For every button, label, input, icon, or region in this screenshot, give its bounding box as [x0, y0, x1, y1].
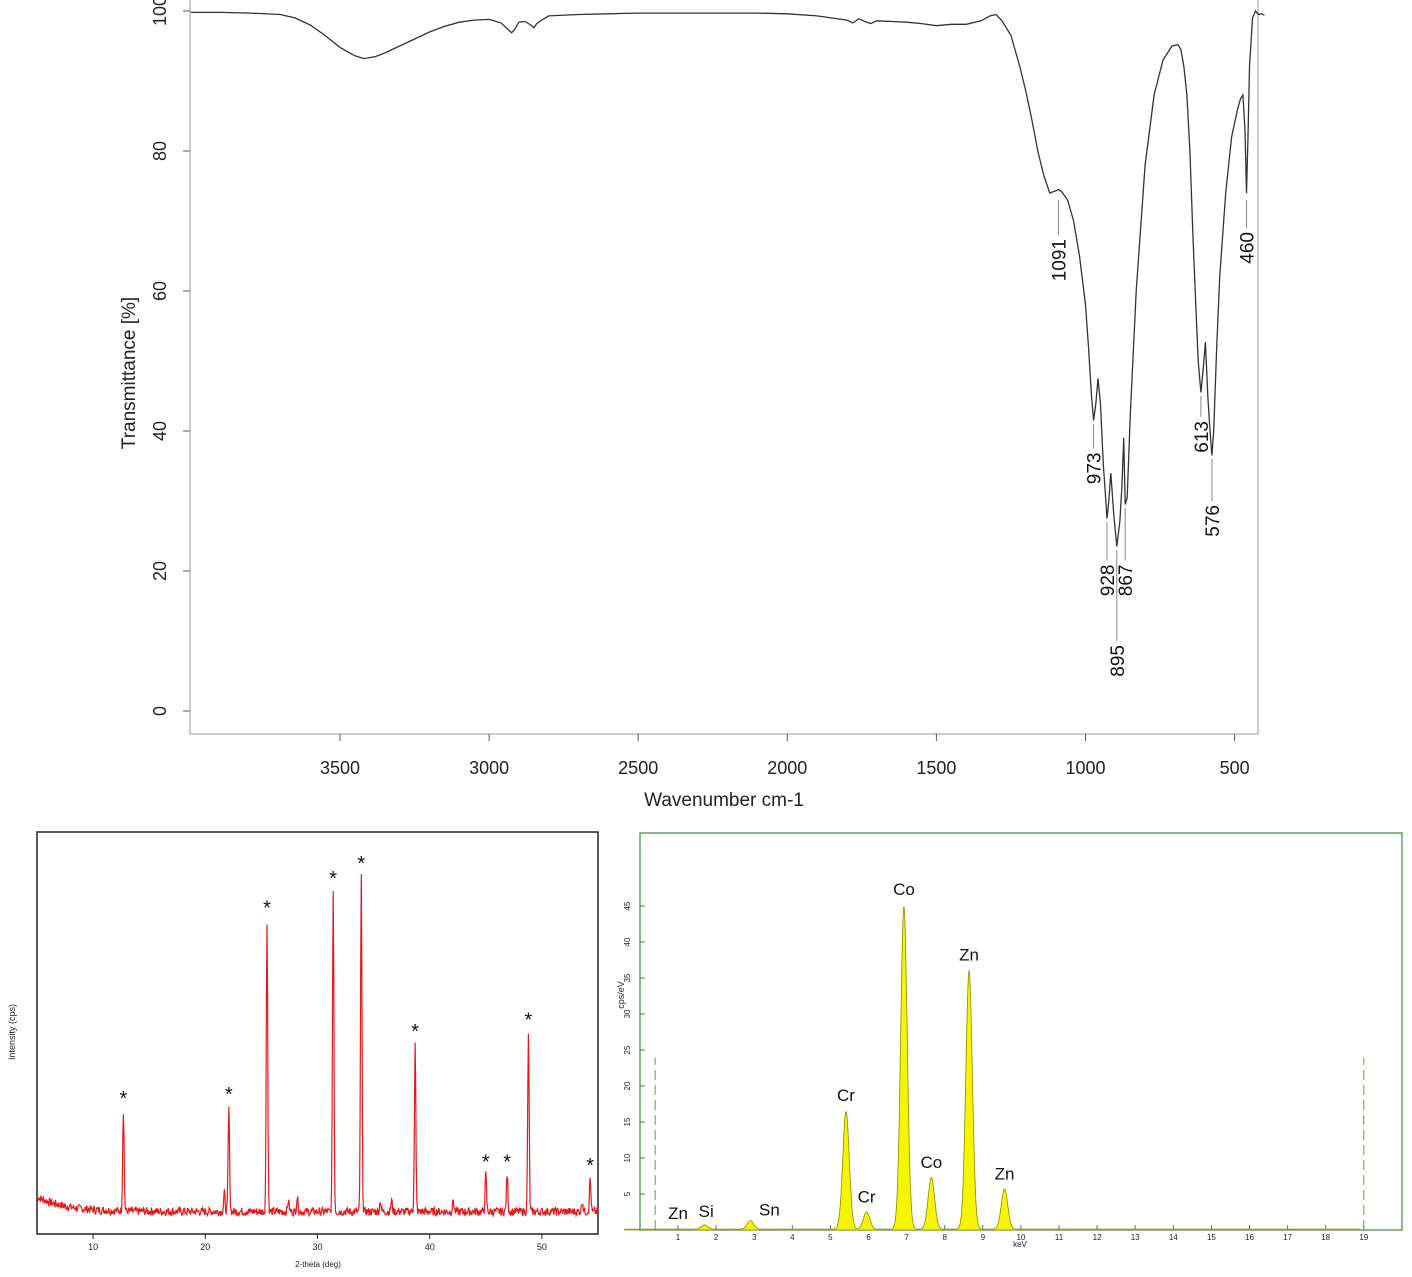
ftir-x-axis: 3500 3000 2500 2000 1500 1000 500 [320, 734, 1250, 778]
eds-element-label: Co [920, 1153, 942, 1172]
eds-y-tick-label: 35 [623, 973, 632, 982]
eds-x-tick-label: 10 [1016, 1233, 1025, 1242]
xrd-x-tick-label: 30 [312, 1242, 322, 1252]
eds-x-tick-label: 1 [676, 1233, 681, 1242]
xrd-peak-markers: * * * * * * * * * * [119, 853, 594, 1177]
ftir-peak-label: 867 [1116, 565, 1137, 597]
ftir-x-tick-label: 1000 [1065, 758, 1105, 778]
ftir-peak-label: 973 [1085, 453, 1106, 485]
xrd-x-tick-label: 40 [425, 1242, 435, 1252]
eds-element-label: Zn [668, 1204, 688, 1223]
eds-y-axis: 5 10 15 20 25 30 35 40 45 [623, 901, 645, 1196]
eds-element-label: Cr [837, 1086, 855, 1105]
eds-element-label: Zn [995, 1165, 1015, 1184]
ftir-peak-label: 928 [1098, 565, 1119, 597]
eds-x-tick-label: 17 [1283, 1233, 1292, 1242]
eds-x-tick-label: 9 [981, 1233, 986, 1242]
eds-x-tick-label: 18 [1321, 1233, 1330, 1242]
ftir-peak-annotations: 1091 973 928 895 867 613 576 460 [1049, 200, 1259, 677]
ftir-x-tick-label: 3500 [320, 758, 360, 778]
eds-x-axis: 1 2 3 4 5 6 7 8 9 10 11 12 13 14 15 16 17 18 19 [676, 1225, 1369, 1242]
eds-element-label: Zn [959, 946, 979, 965]
ftir-y-axis: 0 20 40 60 80 100 [150, 0, 190, 716]
eds-x-tick-label: 2 [714, 1233, 719, 1242]
xrd-x-tick-label: 50 [537, 1242, 547, 1252]
xrd-peak-star: * [525, 1010, 533, 1032]
ftir-y-label: Transmittance [%] [119, 297, 140, 449]
eds-x-tick-label: 4 [790, 1233, 795, 1242]
xrd-peak-star: * [503, 1151, 511, 1173]
ftir-y-tick-label: 100 [150, 0, 170, 26]
xrd-chart: 10 20 30 40 50 * * * * * * * * * * 2-theta (deg) Inte… [7, 831, 599, 1269]
ftir-peak-label: 460 [1238, 232, 1259, 264]
ftir-chart: 0 20 40 60 80 100 3500 3000 2500 2000 1500 1000 500… [119, 0, 1265, 811]
xrd-plot-frame [36, 831, 599, 1235]
eds-x-tick-label: 3 [752, 1233, 757, 1242]
ftir-y-tick-label: 0 [150, 706, 170, 716]
xrd-x-label: 2-theta (deg) [295, 1260, 341, 1269]
xrd-peak-star: * [119, 1088, 127, 1110]
ftir-x-tick-label: 1500 [916, 758, 956, 778]
eds-y-tick-label: 45 [623, 901, 632, 910]
ftir-x-tick-label: 3000 [469, 758, 509, 778]
eds-x-tick-label: 5 [828, 1233, 833, 1242]
eds-plot-frame [639, 832, 1403, 1231]
eds-y-tick-label: 10 [623, 1153, 632, 1162]
eds-element-label: Cr [858, 1188, 876, 1207]
eds-x-tick-label: 13 [1131, 1233, 1140, 1242]
eds-element-label: Si [699, 1202, 714, 1221]
eds-x-label: keV [1013, 1240, 1027, 1249]
eds-x-tick-label: 14 [1169, 1233, 1178, 1242]
xrd-peak-star: * [586, 1155, 594, 1177]
eds-range-markers [654, 1058, 1365, 1230]
eds-y-label: cps/eV [616, 981, 626, 1009]
eds-y-tick-label: 20 [623, 1081, 632, 1090]
xrd-pattern-line [36, 874, 599, 1218]
eds-element-labels: Zn Si Sn Cr Cr Co Co Zn Zn [668, 880, 1014, 1223]
eds-spectrum-area [624, 907, 1361, 1231]
ftir-y-tick-label: 60 [150, 281, 170, 301]
eds-x-tick-label: 11 [1055, 1233, 1064, 1242]
ftir-y-tick-label: 20 [150, 561, 170, 581]
ftir-y-tick-label: 80 [150, 141, 170, 161]
xrd-x-tick-label: 10 [88, 1242, 98, 1252]
xrd-x-axis: 10 20 30 40 50 [88, 1234, 547, 1252]
ftir-spectrum-line [190, 9, 1265, 547]
eds-x-tick-label: 19 [1359, 1233, 1368, 1242]
xrd-peak-star: * [411, 1021, 419, 1043]
eds-x-tick-label: 7 [904, 1233, 909, 1242]
xrd-peak-star: * [225, 1084, 233, 1106]
eds-x-tick-label: 6 [866, 1233, 871, 1242]
eds-y-tick-label: 5 [623, 1191, 632, 1196]
xrd-peak-star: * [329, 868, 337, 890]
xrd-peak-star: * [357, 853, 365, 875]
ftir-plot-frame [189, 0, 1259, 735]
ftir-x-tick-label: 500 [1220, 758, 1250, 778]
eds-y-tick-label: 40 [623, 937, 632, 946]
xrd-peak-star: * [482, 1151, 490, 1173]
ftir-x-label: Wavenumber cm-1 [644, 790, 804, 811]
xrd-y-label: Intensity (cps) [7, 1004, 17, 1060]
xrd-peak-star: * [263, 898, 271, 920]
eds-y-tick-label: 25 [623, 1045, 632, 1054]
eds-element-label: Co [893, 880, 915, 899]
eds-x-tick-label: 12 [1093, 1233, 1102, 1242]
ftir-y-tick-label: 40 [150, 421, 170, 441]
eds-x-tick-label: 15 [1207, 1233, 1216, 1242]
eds-y-tick-label: 15 [623, 1117, 632, 1126]
eds-x-tick-label: 16 [1245, 1233, 1254, 1242]
ftir-x-tick-label: 2000 [767, 758, 807, 778]
ftir-x-tick-label: 2500 [618, 758, 658, 778]
eds-element-label: Sn [759, 1201, 780, 1220]
ftir-peak-label: 576 [1203, 505, 1224, 537]
eds-y-tick-label: 30 [623, 1009, 632, 1018]
ftir-peak-label: 1091 [1049, 239, 1070, 281]
ftir-peak-label: 613 [1192, 421, 1213, 453]
eds-x-tick-label: 8 [942, 1233, 947, 1242]
xrd-x-tick-label: 20 [200, 1242, 210, 1252]
ftir-peak-label: 895 [1108, 645, 1129, 677]
